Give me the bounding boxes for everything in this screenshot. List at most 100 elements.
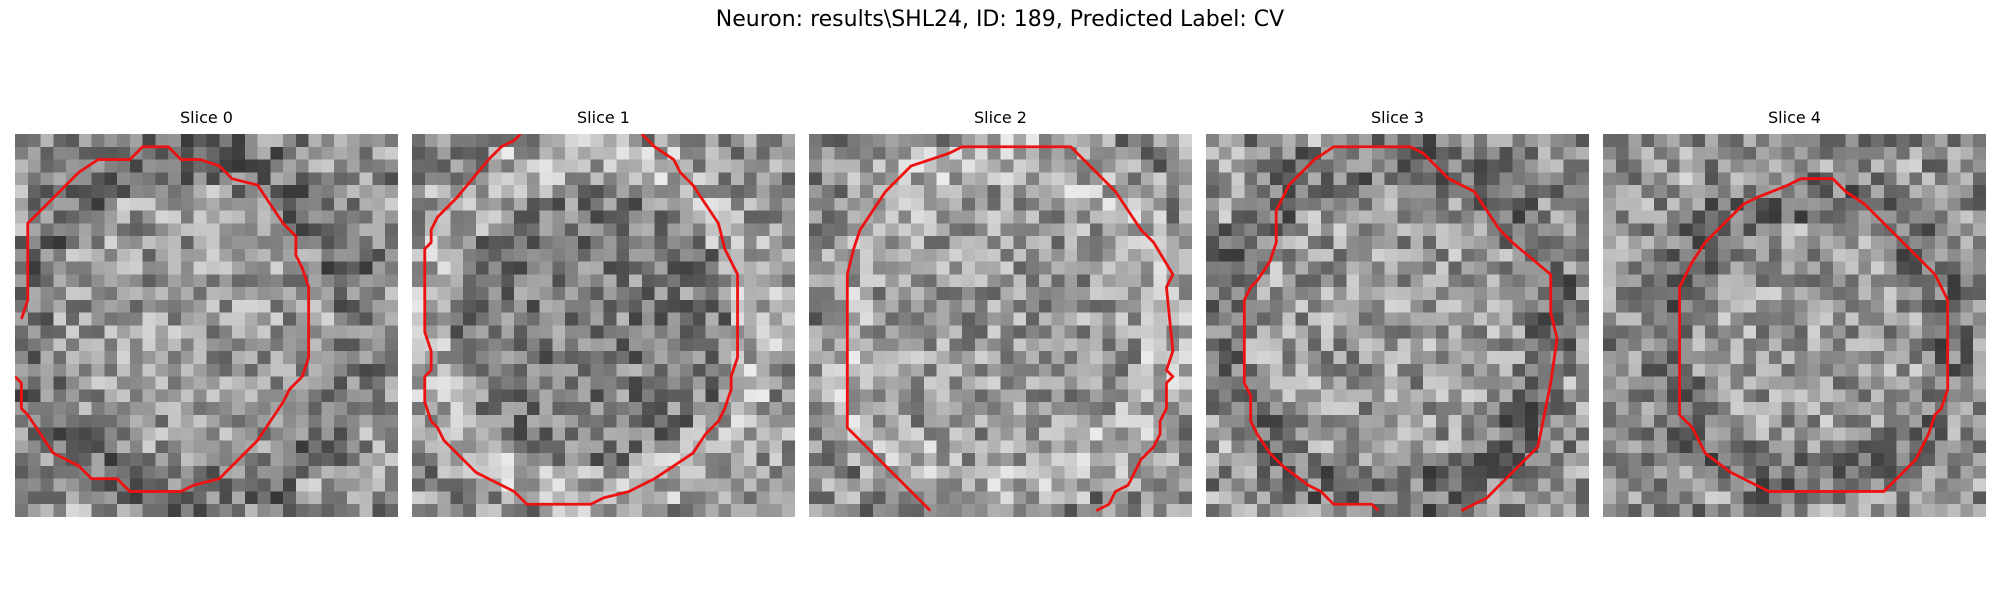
pixel (1346, 325, 1360, 339)
pixel (321, 223, 335, 237)
pixel (1922, 402, 1936, 416)
pixel (872, 236, 886, 250)
pixel (936, 299, 950, 313)
pixel (1371, 325, 1385, 339)
pixel (1077, 491, 1091, 505)
pixel (1922, 197, 1936, 211)
pixel (1295, 414, 1309, 428)
pixel (1909, 376, 1923, 390)
pixel (1206, 172, 1220, 186)
pixel (424, 504, 438, 517)
pixel (450, 261, 464, 275)
pixel (40, 478, 54, 492)
pixel (501, 402, 515, 416)
pixel (424, 172, 438, 186)
pixel (641, 274, 655, 288)
pixel (1102, 210, 1116, 224)
pixel (1077, 376, 1091, 390)
pixel (66, 185, 80, 199)
pixel (117, 287, 131, 301)
pixel (488, 248, 502, 262)
pixel (1960, 427, 1974, 441)
pixel (1397, 376, 1411, 390)
pixel (1654, 312, 1668, 326)
pixel (1563, 261, 1577, 275)
pixel (1474, 478, 1488, 492)
pixel (283, 172, 297, 186)
pixel (15, 197, 29, 211)
pixel (1486, 440, 1500, 454)
pixel (1871, 478, 1885, 492)
pixel (577, 427, 591, 441)
pixel (577, 197, 591, 211)
pixel (1384, 159, 1398, 173)
pixel (15, 325, 29, 339)
pixel (641, 351, 655, 365)
pixel (923, 351, 937, 365)
pixel (654, 453, 668, 467)
pixel (1705, 134, 1719, 148)
pixel (629, 351, 643, 365)
pixel (552, 159, 566, 173)
pixel (66, 465, 80, 479)
pixel (308, 248, 322, 262)
pixel (1346, 402, 1360, 416)
pixel (1140, 338, 1154, 352)
pixel (1922, 210, 1936, 224)
pixel (53, 351, 67, 365)
pixel (78, 134, 92, 148)
pixel (539, 351, 553, 365)
pixel (1128, 159, 1142, 173)
pixel (756, 172, 770, 186)
pixel (641, 465, 655, 479)
pixel (667, 210, 681, 224)
pixel (526, 274, 540, 288)
pixel (53, 261, 67, 275)
pixel (232, 236, 246, 250)
pixel (412, 363, 426, 377)
pixel (1461, 274, 1475, 288)
pixel (1206, 376, 1220, 390)
pixel (1807, 504, 1821, 517)
pixel (949, 402, 963, 416)
pixel (295, 402, 309, 416)
pixel (756, 312, 770, 326)
pixel (1179, 363, 1192, 377)
pixel (987, 376, 1001, 390)
pixel (1654, 236, 1668, 250)
pixel (1013, 363, 1027, 377)
pixel (641, 363, 655, 377)
pixel (412, 299, 426, 313)
pixel (1244, 440, 1258, 454)
pixel (526, 236, 540, 250)
pixel (936, 427, 950, 441)
pixel (1603, 478, 1617, 492)
pixel (385, 261, 398, 275)
pixel (1140, 465, 1154, 479)
pixel (718, 414, 732, 428)
pixel (565, 453, 579, 467)
pixel (692, 261, 706, 275)
pixel (514, 376, 528, 390)
pixel (667, 491, 681, 505)
pixel (949, 351, 963, 365)
pixel (705, 223, 719, 237)
pixel (552, 299, 566, 313)
pixel (1525, 351, 1539, 365)
pixel (1563, 325, 1577, 339)
pixel (1089, 478, 1103, 492)
pixel (1384, 236, 1398, 250)
pixel (1051, 223, 1065, 237)
pixel (552, 210, 566, 224)
pixel (1820, 248, 1834, 262)
pixel (1973, 402, 1986, 416)
pixel (1410, 287, 1424, 301)
pixel (1537, 210, 1551, 224)
pixel (1666, 389, 1680, 403)
pixel (283, 465, 297, 479)
pixel (1756, 159, 1770, 173)
pixel (1768, 402, 1782, 416)
pixel (1320, 197, 1334, 211)
pixel (1423, 414, 1437, 428)
pixel (1603, 427, 1617, 441)
